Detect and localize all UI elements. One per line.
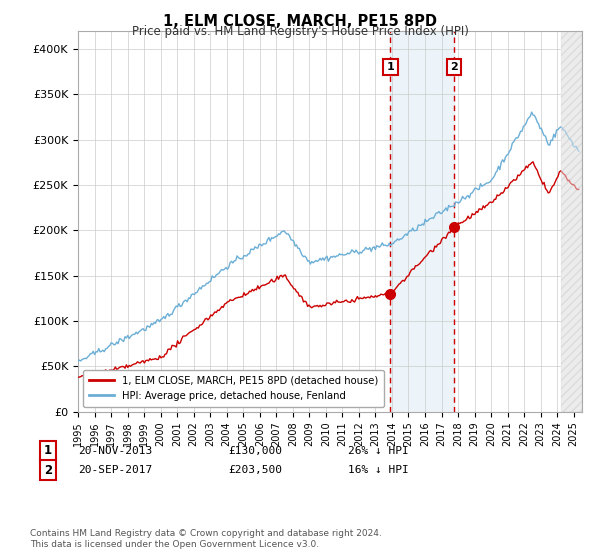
Bar bbox=[391, 31, 454, 412]
Text: Price paid vs. HM Land Registry's House Price Index (HPI): Price paid vs. HM Land Registry's House … bbox=[131, 25, 469, 38]
Text: 1: 1 bbox=[44, 444, 52, 458]
Text: £203,500: £203,500 bbox=[228, 465, 282, 475]
Bar bbox=[562, 31, 582, 412]
Text: £130,000: £130,000 bbox=[228, 446, 282, 456]
Text: 2: 2 bbox=[44, 464, 52, 477]
Text: 2: 2 bbox=[450, 62, 458, 72]
Text: 1, ELM CLOSE, MARCH, PE15 8PD: 1, ELM CLOSE, MARCH, PE15 8PD bbox=[163, 14, 437, 29]
Text: 20-NOV-2013: 20-NOV-2013 bbox=[78, 446, 152, 456]
Text: Contains HM Land Registry data © Crown copyright and database right 2024.
This d: Contains HM Land Registry data © Crown c… bbox=[30, 529, 382, 549]
Text: 20-SEP-2017: 20-SEP-2017 bbox=[78, 465, 152, 475]
Text: 16% ↓ HPI: 16% ↓ HPI bbox=[348, 465, 409, 475]
Legend: 1, ELM CLOSE, MARCH, PE15 8PD (detached house), HPI: Average price, detached hou: 1, ELM CLOSE, MARCH, PE15 8PD (detached … bbox=[83, 370, 384, 407]
Text: 1: 1 bbox=[386, 62, 394, 72]
Text: 26% ↓ HPI: 26% ↓ HPI bbox=[348, 446, 409, 456]
Bar bbox=[562, 31, 582, 412]
